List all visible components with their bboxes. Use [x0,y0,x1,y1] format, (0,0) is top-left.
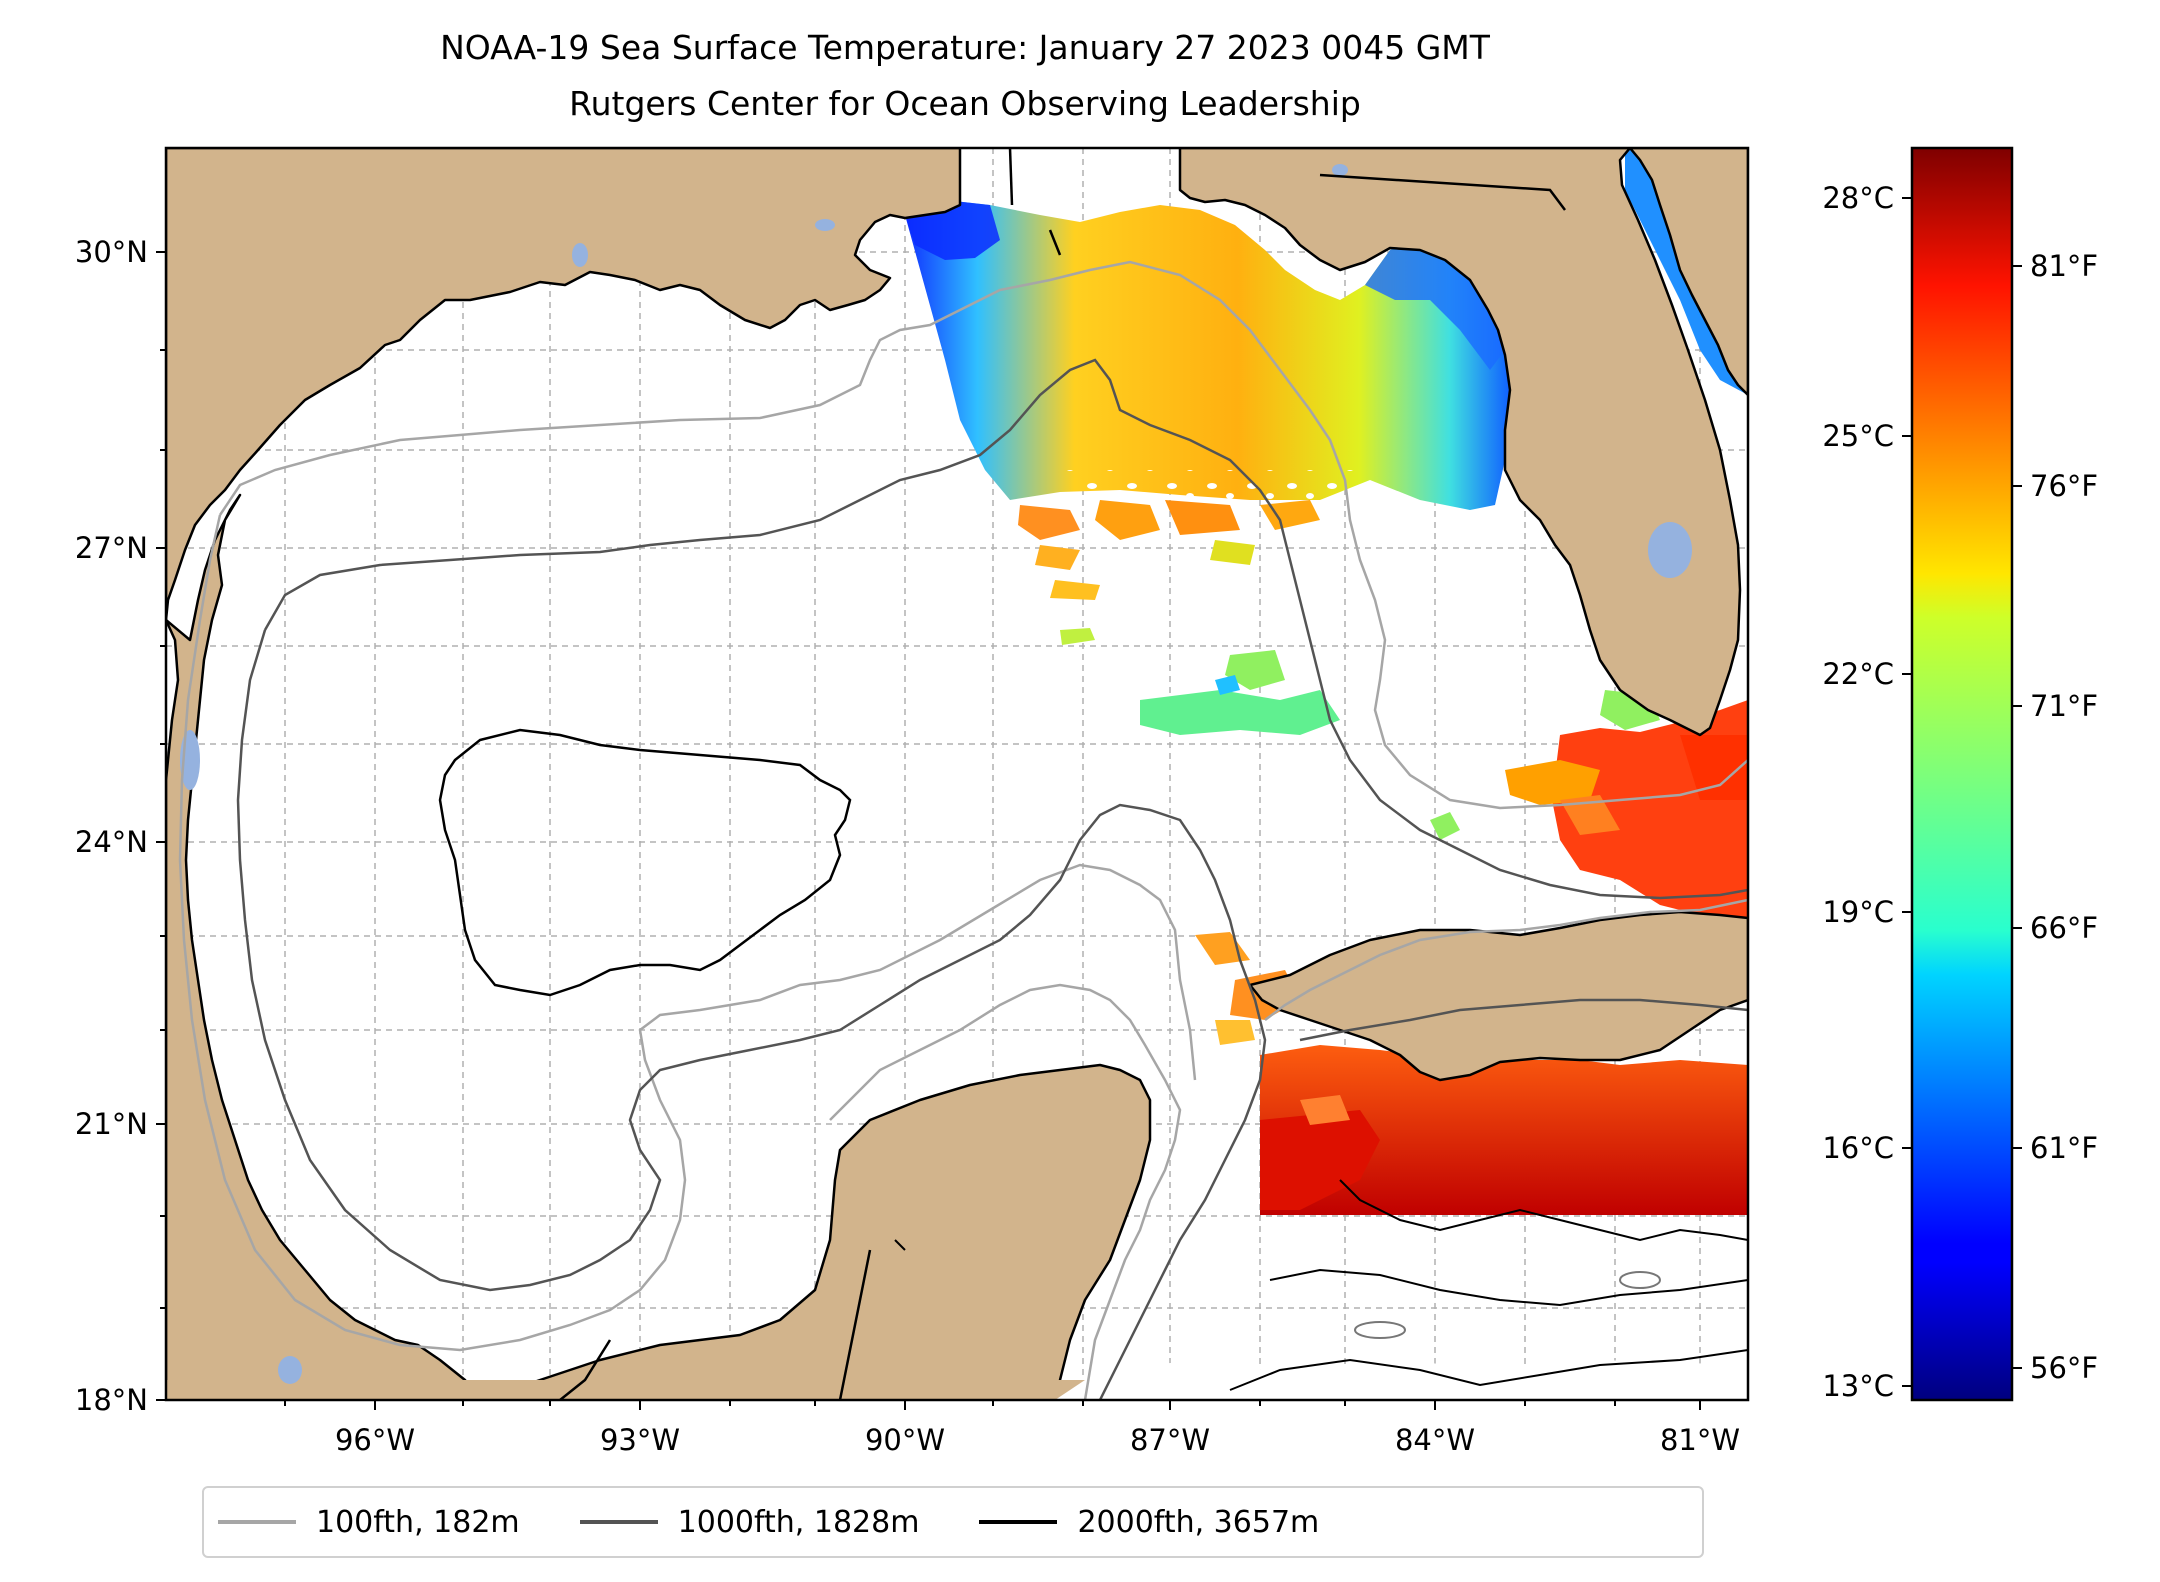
contour-100fth [178,260,1748,1400]
bathymetry-contours [178,260,1748,1400]
legend-swatch-100fth [218,1520,296,1524]
colorbar-fahrenheit-76: 76°F [2030,469,2098,503]
colorbar-celsius-19: 19°C [1822,895,1894,929]
lon-label-93w: 93°W [600,1423,680,1457]
map-subtitle: Rutgers Center for Ocean Observing Leade… [569,84,1361,123]
colorbar-celsius-28: 28°C [1822,181,1894,215]
sst-swath-caribbean [1260,1040,1748,1215]
lon-label-81w: 81°W [1660,1423,1740,1457]
land-us-gulf-coast [166,148,962,622]
contour-legend: 100fth, 182m 1000fth, 1828m 2000fth, 365… [202,1486,1704,1558]
legend-item-1000fth: 1000fth, 1828m [579,1504,920,1540]
colorbar-fahrenheit-61: 61°F [2030,1131,2098,1165]
lat-label-18n: 18°N [75,1383,148,1417]
lon-label-84w: 84°W [1395,1423,1475,1457]
colorbar-celsius-16: 16°C [1822,1131,1894,1165]
land [166,148,1748,1400]
legend-item-2000fth: 2000fth, 3657m [979,1505,1319,1540]
legend-item-100fth: 100fth, 182m [218,1505,520,1540]
contour-2000fth [438,728,852,997]
longitude-axis: 96°W 93°W 90°W 87°W 84°W 81°W [284,1400,1740,1457]
land-mexico-south [478,1063,1152,1400]
contour-1000fth [236,358,1748,1400]
map-area [164,146,1750,1402]
land-cuba [1248,910,1748,1082]
lakes [180,164,1692,1384]
legend-label-2000fth: 2000fth, 3657m [1077,1504,1320,1540]
latitude-axis: 30°N 27°N 24°N 21°N 18°N [75,235,166,1417]
colorbar-fahrenheit-81: 81°F [2030,249,2098,283]
colorbar-celsius-13: 13°C [1822,1369,1894,1403]
colorbar-fahrenheit-56: 56°F [2030,1351,2098,1385]
colorbar-celsius-22: 22°C [1822,657,1894,691]
colorbar-fahrenheit-66: 66°F [2030,911,2098,945]
legend-swatch-2000fth [979,1520,1058,1524]
lat-label-30n: 30°N [75,235,148,269]
lat-label-27n: 27°N [75,531,148,565]
legend-label-100fth: 100fth, 182m [316,1504,520,1540]
colorbar-celsius-25: 25°C [1822,419,1894,453]
map-title: NOAA-19 Sea Surface Temperature: January… [440,28,1490,67]
legend-label-1000fth: 1000fth, 1828m [677,1504,920,1540]
lon-label-96w: 96°W [335,1423,415,1457]
land-florida [1178,148,1748,737]
colorbar-fahrenheit-71: 71°F [2030,689,2098,723]
lat-label-21n: 21°N [75,1107,148,1141]
lat-label-24n: 24°N [75,825,148,859]
lon-label-90w: 90°W [865,1423,945,1457]
legend-swatch-1000fth [579,1520,658,1524]
colorbar-gradient [1910,146,2014,1402]
temperature-colorbar: 28°C 25°C 22°C 19°C 16°C 13°C 81°F 76°F … [1822,146,2098,1403]
map-frame [164,146,1750,1402]
sst-data [905,150,1748,1215]
land-mexico [166,493,482,1400]
lon-label-87w: 87°W [1130,1423,1210,1457]
political-borders [559,148,1566,1400]
